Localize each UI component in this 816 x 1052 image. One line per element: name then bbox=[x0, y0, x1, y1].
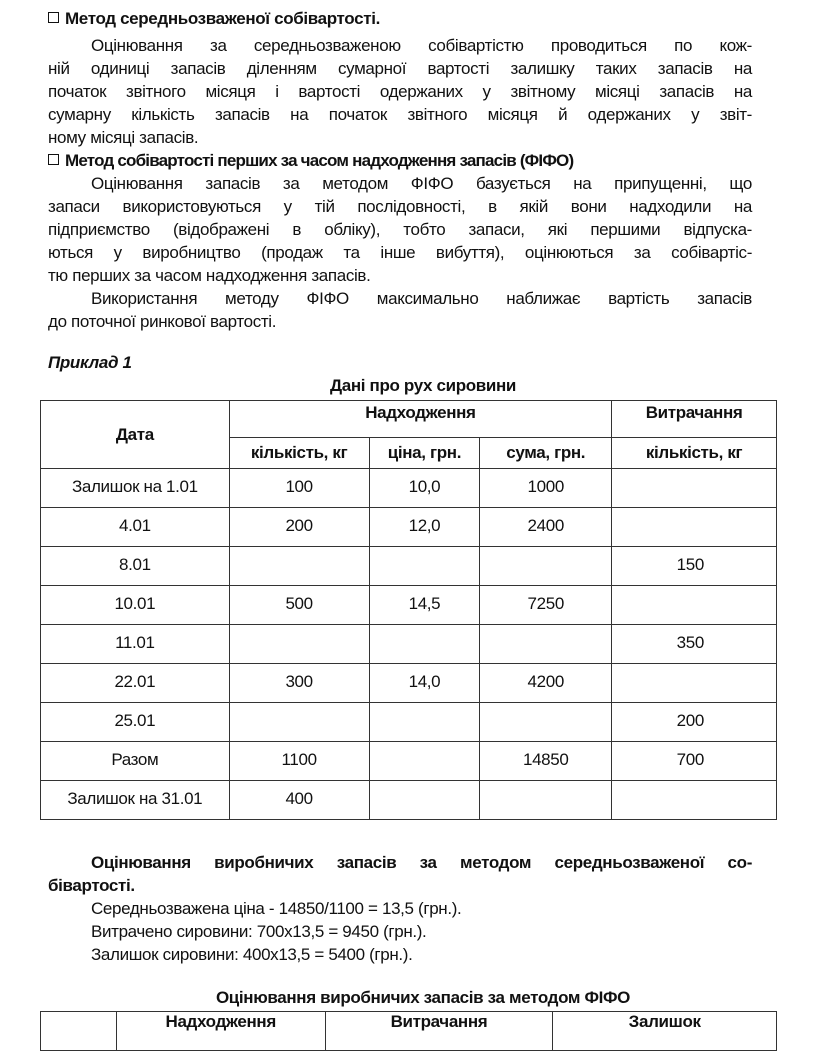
table-cell: 14850 bbox=[479, 741, 613, 781]
weighted-heading-line: Оцінювання виробничих запасів за методом… bbox=[91, 853, 752, 872]
table-cell bbox=[228, 702, 370, 742]
table-cell: 11.01 bbox=[40, 624, 230, 664]
table-row: 10.01 500 14,5 7250 bbox=[40, 585, 777, 625]
paragraph-line: тю перших за часом надходження запасів. bbox=[48, 266, 371, 285]
heading-weighted-method: Метод середньозваженої собівартості. bbox=[48, 7, 752, 30]
table-cell: 14,5 bbox=[368, 585, 481, 625]
table-cell bbox=[479, 780, 613, 820]
paragraph-line: ються у виробництво (продаж та інше вибу… bbox=[48, 243, 752, 262]
table-cell: 200 bbox=[228, 507, 370, 547]
table-cell: 200 bbox=[611, 702, 777, 742]
table-cell: 400 bbox=[228, 780, 370, 820]
table-cell: Залишок на 31.01 bbox=[40, 780, 230, 820]
table-cell: 14,0 bbox=[368, 663, 481, 703]
table-cell bbox=[611, 507, 777, 547]
table-row: Залишок на 1.01 100 10,0 1000 bbox=[40, 468, 777, 508]
fifo-table-title: Оцінювання виробничих запасів за методом… bbox=[215, 988, 631, 1007]
table-cell bbox=[611, 585, 777, 625]
table-row: Залишок на 31.01 400 bbox=[40, 780, 777, 820]
table-cell: 7250 bbox=[479, 585, 613, 625]
header-price: ціна, грн. bbox=[368, 437, 481, 469]
bullet-icon bbox=[48, 154, 59, 165]
table-cell bbox=[368, 624, 481, 664]
fifo-header-empty bbox=[40, 1011, 117, 1051]
raw-material-table: Дата Надходження Витрачання кількість, к… bbox=[40, 400, 777, 820]
table-cell bbox=[479, 546, 613, 586]
fifo-header-balance: Залишок bbox=[552, 1011, 777, 1051]
table-row: 4.01 200 12,0 2400 bbox=[40, 507, 777, 547]
table-row: 22.01 300 14,0 4200 bbox=[40, 663, 777, 703]
bullet-icon bbox=[48, 12, 59, 23]
table-cell: 10.01 bbox=[40, 585, 230, 625]
table-cell: 350 bbox=[611, 624, 777, 664]
table-cell: 8.01 bbox=[40, 546, 230, 586]
table-cell bbox=[479, 702, 613, 742]
fifo-header-receipt: Надходження bbox=[115, 1011, 326, 1051]
paragraph-line: підприємство (відображені в обліку), тоб… bbox=[48, 220, 752, 239]
table-cell bbox=[228, 624, 370, 664]
table-cell: 300 bbox=[228, 663, 370, 703]
table-cell bbox=[611, 663, 777, 703]
table-cell: 12,0 bbox=[368, 507, 481, 547]
table-cell: 25.01 bbox=[40, 702, 230, 742]
table-cell: 150 bbox=[611, 546, 777, 586]
example-label: Приклад 1 bbox=[48, 353, 132, 372]
table-cell bbox=[611, 780, 777, 820]
table-cell: 700 bbox=[611, 741, 777, 781]
table-cell: 22.01 bbox=[40, 663, 230, 703]
calc-line: Залишок сировини: 400х13,5 = 5400 (грн.)… bbox=[91, 945, 413, 964]
table-row: Разом 1100 14850 700 bbox=[40, 741, 777, 781]
table-cell: 2400 bbox=[479, 507, 613, 547]
fifo-table: Надходження Витрачання Залишок bbox=[40, 1011, 777, 1051]
weighted-heading-line: бівартості. bbox=[48, 876, 135, 895]
header-date: Дата bbox=[40, 400, 230, 469]
paragraph-line: ній одиниці запасів діленням сумарної ва… bbox=[48, 59, 752, 78]
table-cell: 500 bbox=[228, 585, 370, 625]
calc-line: Витрачено сировини: 700х13,5 = 9450 (грн… bbox=[91, 922, 427, 941]
paragraph-line: початок звітного місяця і вартості одерж… bbox=[48, 82, 752, 101]
table-title: Дані про рух сировини bbox=[330, 376, 516, 395]
calc-line: Середньозважена ціна - 14850/1100 = 13,5… bbox=[91, 899, 462, 918]
header-cons-qty: кількість, кг bbox=[611, 437, 777, 469]
table-cell: 4200 bbox=[479, 663, 613, 703]
table-cell bbox=[611, 468, 777, 508]
paragraph-line: запаси використовуються у тій послідовно… bbox=[48, 197, 752, 216]
table-cell bbox=[368, 546, 481, 586]
table-cell: Залишок на 1.01 bbox=[40, 468, 230, 508]
fifo-header-consumption: Витрачання bbox=[324, 1011, 554, 1051]
table-row: 11.01 350 bbox=[40, 624, 777, 664]
paragraph-line: до поточної ринкової вартості. bbox=[48, 312, 277, 331]
table-row: 25.01 200 bbox=[40, 702, 777, 742]
table-cell bbox=[228, 546, 370, 586]
table-cell: 100 bbox=[228, 468, 370, 508]
table-cell: 1000 bbox=[479, 468, 613, 508]
header-receipt: Надходження bbox=[228, 400, 613, 438]
table-cell: 4.01 bbox=[40, 507, 230, 547]
table-cell: 1100 bbox=[228, 741, 370, 781]
table-cell bbox=[368, 780, 481, 820]
table-cell bbox=[368, 702, 481, 742]
header-consumption: Витрачання bbox=[611, 400, 777, 438]
table-cell: 10,0 bbox=[368, 468, 481, 508]
paragraph-line: Використання методу ФІФО максимально наб… bbox=[91, 289, 752, 308]
heading-fifo-method: Метод собівартості перших за часом надхо… bbox=[48, 149, 752, 172]
table-row: 8.01 150 bbox=[40, 546, 777, 586]
paragraph-line: сумарну кількість запасів на початок зві… bbox=[48, 105, 752, 124]
table-cell: Разом bbox=[40, 741, 230, 781]
paragraph-line: Оцінювання запасів за методом ФІФО базує… bbox=[91, 174, 752, 193]
paragraph-line: ному місяці запасів. bbox=[48, 128, 199, 147]
paragraph-line: Оцінювання за середньозваженою собіварті… bbox=[91, 36, 752, 55]
table-cell bbox=[479, 624, 613, 664]
table-cell bbox=[368, 741, 481, 781]
header-sum: сума, грн. bbox=[479, 437, 613, 469]
header-qty: кількість, кг bbox=[228, 437, 370, 469]
